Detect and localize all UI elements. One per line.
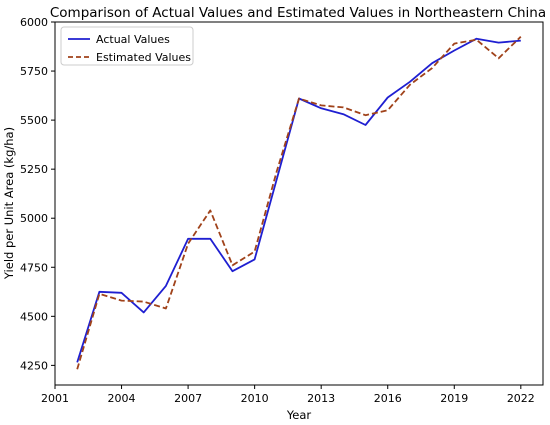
x-tick-label: 2013: [307, 392, 335, 405]
x-axis-label: Year: [286, 408, 312, 422]
legend-label: Actual Values: [96, 33, 170, 46]
x-tick-label: 2007: [174, 392, 202, 405]
y-tick-label: 4750: [20, 261, 48, 274]
y-axis-label: Yield per Unit Area (kg/ha): [2, 127, 16, 280]
y-tick-label: 5000: [20, 212, 48, 225]
y-tick-label: 4250: [20, 359, 48, 372]
x-axis: 2001 2004 2007 2010 2013 2016 2019 2022: [41, 385, 535, 405]
x-tick-label: 2016: [374, 392, 402, 405]
x-tick-label: 2019: [440, 392, 468, 405]
plot-frame: [54, 21, 544, 386]
x-tick-label: 2001: [41, 392, 69, 405]
estimated-values-line: [76, 36, 522, 370]
y-tick-label: 5750: [20, 65, 48, 78]
y-axis: 4250 4500 4750 5000 5250 5500 5750 6000: [20, 16, 55, 372]
x-tick-label: 2022: [507, 392, 535, 405]
legend: Actual Values Estimated Values: [60, 26, 194, 66]
y-tick-label: 5250: [20, 163, 48, 176]
chart-title: Comparison of Actual Values and Estimate…: [50, 5, 546, 21]
x-tick-label: 2004: [108, 392, 136, 405]
x-tick-label: 2010: [241, 392, 269, 405]
legend-box: [60, 26, 194, 66]
y-tick-label: 6000: [20, 16, 48, 29]
y-tick-label: 5500: [20, 114, 48, 127]
series-layer: [76, 36, 522, 370]
y-tick-label: 4500: [20, 310, 48, 323]
legend-label: Estimated Values: [96, 51, 191, 64]
